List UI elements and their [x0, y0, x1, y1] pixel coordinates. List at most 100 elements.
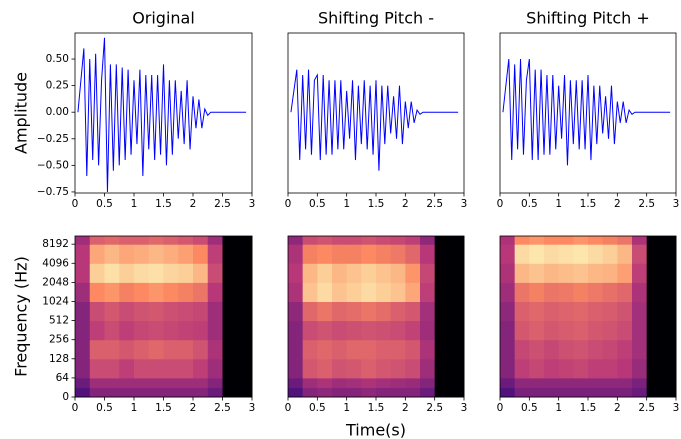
spectrogram-cell: [148, 320, 164, 341]
spectrogram-cell: [420, 263, 436, 283]
spectrogram-cell: [134, 301, 150, 322]
spectrogram-cell: [390, 244, 406, 264]
spectrogram-cell: [449, 387, 465, 398]
spectrogram-cell: [646, 244, 662, 264]
spectrogram-cell: [376, 320, 392, 341]
spectrogram-cell: [346, 377, 362, 388]
spectrogram-cell: [588, 377, 604, 388]
spectrogram-cell: [288, 339, 304, 360]
x-tick-label: 0.5: [521, 402, 538, 414]
chart-title: Original: [132, 9, 195, 28]
spectrogram-cell: [207, 263, 223, 283]
spectrogram-cell: [222, 358, 238, 379]
x-tick-label: 2.5: [426, 402, 443, 414]
spectrogram-cell: [178, 387, 194, 398]
spectrogram-cell: [346, 263, 362, 283]
spectrogram-cell: [89, 377, 105, 388]
x-axis-label: Time(s): [345, 421, 406, 439]
spectrogram-cell: [302, 236, 318, 245]
spectrogram-cell: [207, 282, 223, 302]
spectrogram-cell: [390, 320, 406, 341]
spectrogram-cell: [361, 358, 377, 379]
spectrogram-cell: [302, 320, 318, 341]
spectrogram-cell: [646, 282, 662, 302]
spectrogram-cell: [104, 236, 120, 245]
spectrogram-cell: [75, 320, 91, 341]
spectrogram-cell: [302, 339, 318, 360]
spectrogram-cell: [104, 282, 120, 302]
x-tick-label: 0: [72, 198, 79, 210]
spectrogram-cell: [317, 282, 333, 302]
spectrogram-cell: [75, 236, 91, 245]
spectrogram-cell: [632, 339, 648, 360]
spectrogram-cell: [317, 263, 333, 283]
spectrogram-cell: [346, 339, 362, 360]
spectrogram-cell: [646, 301, 662, 322]
spectrogram-cell: [646, 339, 662, 360]
spectrogram-cell: [602, 387, 618, 398]
spectrogram-cell: [449, 358, 465, 379]
spectrogram-cell: [134, 236, 150, 245]
spectrogram-cell: [376, 301, 392, 322]
spectrogram-cell: [332, 301, 348, 322]
spectrogram-cell: [302, 301, 318, 322]
spectrogram-cell: [193, 263, 209, 283]
spectrogram-cell: [317, 320, 333, 341]
spectrogram-cell: [529, 244, 545, 264]
spectrogram-cell: [119, 387, 135, 398]
spectrogram-cell: [420, 358, 436, 379]
spectrogram-cell: [632, 301, 648, 322]
spectrogram-cell: [514, 320, 530, 341]
spectrogram-cell: [588, 263, 604, 283]
spectrogram-cell: [148, 263, 164, 283]
y-tick-label: 1024: [42, 295, 69, 307]
spectrogram-cell: [193, 244, 209, 264]
y-tick-label: 2048: [42, 276, 69, 288]
spectrogram-cell: [302, 244, 318, 264]
spectrogram-cell: [558, 244, 574, 264]
spectrogram-cell: [420, 339, 436, 360]
y-tick-label: 0.25: [46, 80, 69, 92]
x-tick-label: 3: [673, 198, 680, 210]
spectrogram-cell: [602, 358, 618, 379]
spectrogram-cell: [632, 263, 648, 283]
spectrogram-cell: [178, 320, 194, 341]
spectrogram-cell: [434, 263, 450, 283]
spectrogram-cell: [376, 358, 392, 379]
spectrogram-cell: [178, 244, 194, 264]
spectrogram-cell: [558, 387, 574, 398]
spectrogram-cell: [558, 301, 574, 322]
spectrogram-cell: [376, 339, 392, 360]
x-tick-label: 3: [461, 198, 468, 210]
y-axis-label: Frequency (Hz): [12, 256, 31, 377]
spectrogram-cell: [449, 339, 465, 360]
spectrogram-cell: [361, 263, 377, 283]
spectrogram-cell: [193, 320, 209, 341]
spectrogram-cell: [661, 387, 677, 398]
spectrogram-cell: [222, 339, 238, 360]
y-tick-label: −0.50: [37, 159, 69, 171]
spectrogram-cell: [317, 358, 333, 379]
spectrogram-cell: [632, 282, 648, 302]
spectrogram-cell: [288, 377, 304, 388]
axes-frame: [287, 32, 465, 194]
spectrogram-cell: [89, 282, 105, 302]
spectrogram-cell: [89, 263, 105, 283]
y-tick-label: 0: [62, 391, 69, 403]
spectrogram-cell: [207, 301, 223, 322]
spectrogram-cell: [207, 339, 223, 360]
spectrogram-cell: [134, 320, 150, 341]
spectrogram-cell: [119, 358, 135, 379]
spectrogram-cell: [317, 301, 333, 322]
spectrogram-cell: [222, 387, 238, 398]
spectrogram-cell: [434, 377, 450, 388]
spectrogram-cell: [617, 387, 633, 398]
spectrogram-cell: [376, 263, 392, 283]
spectrogram-cell: [390, 236, 406, 245]
spectrogram-cell: [390, 387, 406, 398]
spectrogram-cell: [405, 263, 421, 283]
x-tick-label: 1.5: [580, 198, 597, 210]
spectrogram-cell: [449, 320, 465, 341]
y-tick-label: 128: [49, 353, 69, 365]
